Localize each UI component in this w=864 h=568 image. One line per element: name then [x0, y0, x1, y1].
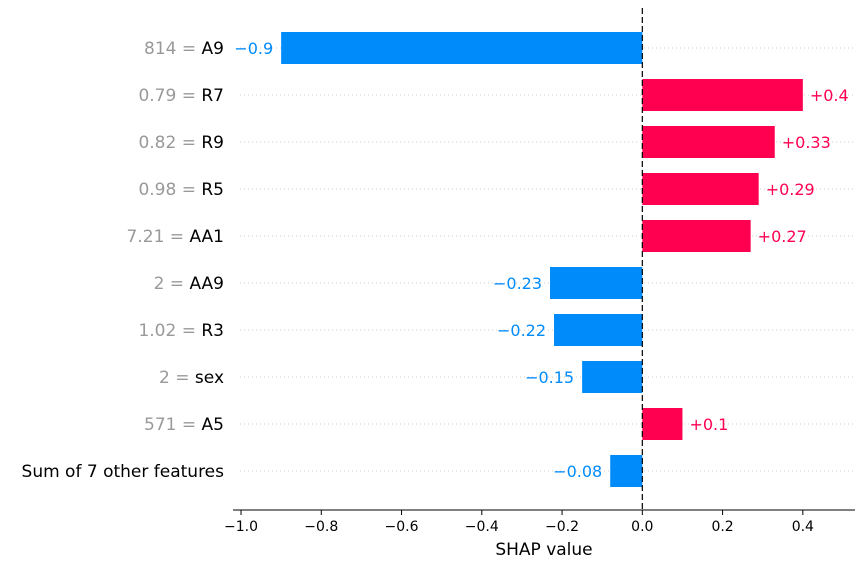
feature-label: Sum of 7 other features — [22, 462, 225, 482]
bar-r5 — [642, 173, 759, 205]
bars — [281, 8, 803, 510]
x-tick-label: 0.2 — [711, 519, 733, 535]
bar-value-label: −0.15 — [525, 368, 574, 387]
feature-label: 2 = sex — [159, 368, 224, 388]
feature-value: 7.21 = — [127, 227, 190, 247]
bar-sex — [582, 361, 643, 393]
bar-value-label: +0.1 — [689, 415, 728, 434]
feature-name: Sum of 7 other features — [22, 462, 225, 482]
feature-labels: −0.9 814 = A9 +0.4 0.79 = R7 +0.33 0.82 = R9 +… — [22, 39, 849, 482]
feature-value: 2 = — [154, 274, 190, 294]
grid-lines — [240, 47, 855, 472]
feature-name: A5 — [202, 415, 224, 435]
feature-value: 1.02 = — [138, 321, 201, 341]
bar-aa9 — [550, 267, 643, 299]
bar-value-label: +0.4 — [810, 86, 849, 105]
x-tick-label: 0.4 — [792, 519, 814, 535]
feature-name: R3 — [201, 321, 224, 341]
bar-value-label: −0.22 — [497, 321, 546, 340]
feature-label: 0.79 = R7 — [138, 86, 224, 106]
bar-a5 — [642, 408, 683, 440]
bar-aa1 — [642, 220, 751, 252]
bar-value-label: +0.33 — [782, 133, 831, 152]
feature-label: 7.21 = AA1 — [127, 227, 224, 247]
bar-r7 — [642, 79, 803, 111]
feature-label: 814 = A9 — [144, 39, 224, 59]
x-tick-label: −0.4 — [465, 519, 499, 535]
feature-value: 571 = — [144, 415, 202, 435]
x-axis-label: SHAP value — [495, 540, 592, 560]
feature-label: 0.98 = R5 — [138, 180, 224, 200]
feature-value: 0.82 = — [138, 133, 201, 153]
feature-name: R5 — [201, 180, 224, 200]
feature-name: A9 — [202, 39, 224, 59]
bar-r9 — [642, 126, 775, 158]
feature-name: R7 — [201, 86, 224, 106]
bar-value-label: +0.29 — [766, 180, 815, 199]
feature-label: 1.02 = R3 — [138, 321, 224, 341]
x-tick-label: −1.0 — [224, 519, 258, 535]
bar-value-label: −0.23 — [493, 274, 542, 293]
feature-value: 2 = — [159, 368, 195, 388]
feature-label: 2 = AA9 — [154, 274, 224, 294]
feature-label: 0.82 = R9 — [138, 133, 224, 153]
x-axis: −1.0 −0.8 −0.6 −0.4 −0.2 0.0 0.2 0.4 — [224, 509, 855, 535]
feature-value: 0.98 = — [138, 180, 201, 200]
feature-name: AA1 — [189, 227, 224, 247]
feature-name: R9 — [201, 133, 224, 153]
feature-label: 571 = A5 — [144, 415, 224, 435]
feature-name: sex — [195, 368, 224, 388]
bar-value-label: +0.27 — [758, 227, 807, 246]
feature-value: 0.79 = — [138, 86, 201, 106]
bar-r3 — [554, 314, 643, 346]
bar-value-label: −0.9 — [234, 39, 273, 58]
x-tick-label: −0.6 — [385, 519, 419, 535]
bar-sum-of-7-other-features — [610, 455, 643, 487]
bar-a9 — [281, 32, 643, 64]
feature-value: 814 = — [144, 39, 202, 59]
x-tick-label: −0.8 — [304, 519, 338, 535]
bar-value-label: −0.08 — [553, 462, 602, 481]
x-tick-label: 0.0 — [631, 519, 653, 535]
feature-name: AA9 — [189, 274, 224, 294]
x-tick-label: −0.2 — [545, 519, 579, 535]
